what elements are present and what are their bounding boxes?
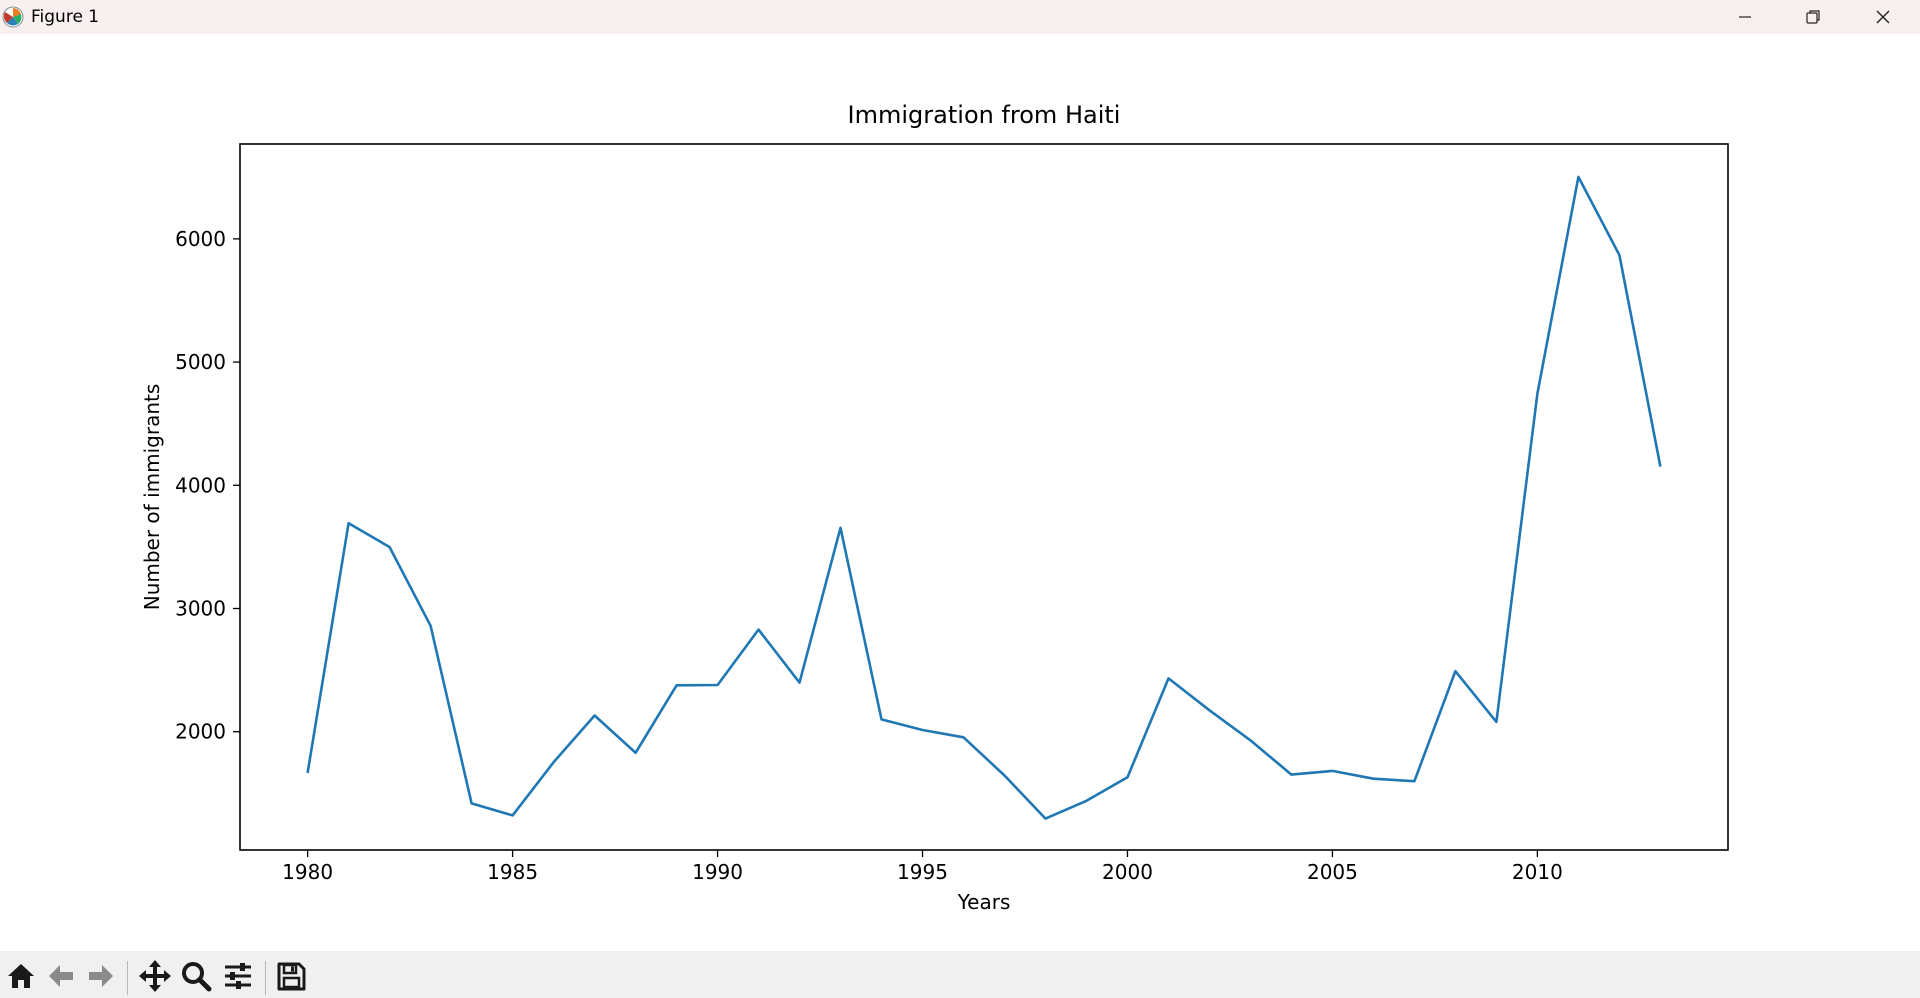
save-icon	[277, 962, 306, 991]
x-axis-label: Years	[957, 890, 1011, 914]
minimize-button[interactable]	[1710, 0, 1780, 34]
home-button[interactable]	[3, 958, 39, 994]
y-axis: 2000 3000 4000 5000 6000	[175, 227, 240, 744]
forward-arrow-icon	[89, 965, 113, 987]
x-tick-label: 2010	[1512, 860, 1563, 884]
y-tick-label: 4000	[175, 473, 226, 497]
configure-subplots-button[interactable]	[220, 958, 256, 994]
zoom-button[interactable]	[178, 958, 214, 994]
y-axis-label: Number of immigrants	[140, 384, 164, 611]
minimize-icon	[1739, 16, 1751, 18]
matplotlib-logo-icon	[2, 6, 24, 28]
pan-icon	[139, 960, 171, 992]
y-tick-label: 3000	[175, 597, 226, 621]
home-icon	[8, 964, 34, 988]
x-tick-label: 1990	[692, 860, 743, 884]
line-chart: Immigration from Haiti 1980 1985 1990 1995 2…	[140, 101, 1729, 914]
plot-area	[239, 143, 1729, 851]
zoom-icon	[182, 962, 212, 992]
window-titlebar: Figure 1	[0, 0, 1920, 34]
configure-subplots-icon	[225, 963, 251, 989]
x-tick-label: 2000	[1102, 860, 1153, 884]
x-tick-label: 1995	[897, 860, 948, 884]
back-button[interactable]	[43, 958, 79, 994]
pan-button[interactable]	[137, 958, 173, 994]
chart-title: Immigration from Haiti	[848, 101, 1121, 129]
toolbar-separator	[127, 961, 128, 995]
x-tick-label: 2005	[1307, 860, 1358, 884]
x-axis: 1980 1985 1990 1995 2000 2005 2010	[282, 850, 1563, 884]
series-layer	[306, 175, 1662, 820]
y-tick-label: 2000	[175, 720, 226, 744]
forward-button[interactable]	[83, 958, 119, 994]
restore-icon	[1806, 10, 1820, 24]
toolbar-separator	[265, 961, 266, 995]
x-tick-label: 1985	[487, 860, 538, 884]
close-button[interactable]	[1848, 0, 1918, 34]
y-tick-label: 5000	[175, 350, 226, 374]
x-tick-label: 1980	[282, 860, 333, 884]
back-arrow-icon	[49, 965, 73, 987]
series-line	[306, 175, 1662, 820]
navigation-toolbar	[0, 951, 1920, 998]
close-icon	[1876, 10, 1890, 24]
y-tick-label: 6000	[175, 227, 226, 251]
restore-button[interactable]	[1778, 0, 1848, 34]
window-title: Figure 1	[31, 7, 100, 27]
save-button[interactable]	[273, 958, 309, 994]
figure-canvas[interactable]: Immigration from Haiti 1980 1985 1990 1995 2…	[0, 34, 1920, 951]
